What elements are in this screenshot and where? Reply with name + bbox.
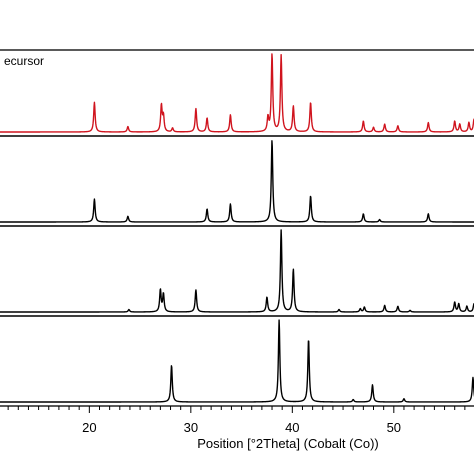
series-2-line [0, 140, 474, 223]
x-axis-label: Position [°2Theta] (Cobalt (Co)) [197, 436, 379, 451]
panel-3 [0, 225, 474, 317]
panel-4 [0, 315, 474, 407]
x-tick-label: 40 [285, 420, 299, 435]
panel-frame [0, 225, 474, 317]
panel-frame [0, 49, 474, 137]
panel-1: ecursor [0, 49, 474, 137]
panel-frame [0, 135, 474, 227]
series-1-line [0, 53, 474, 133]
panel-frame [0, 315, 474, 407]
x-tick-label: 30 [184, 420, 198, 435]
series-3-line [0, 229, 474, 313]
panel-label: ecursor [4, 54, 44, 68]
x-tick-label: 50 [387, 420, 401, 435]
x-axis: 20 30 40 50 [7, 406, 466, 435]
panels-layer: ecursor [0, 49, 474, 407]
panel-2 [0, 135, 474, 227]
x-tick-label: 20 [82, 420, 96, 435]
series-4-line [0, 319, 474, 403]
